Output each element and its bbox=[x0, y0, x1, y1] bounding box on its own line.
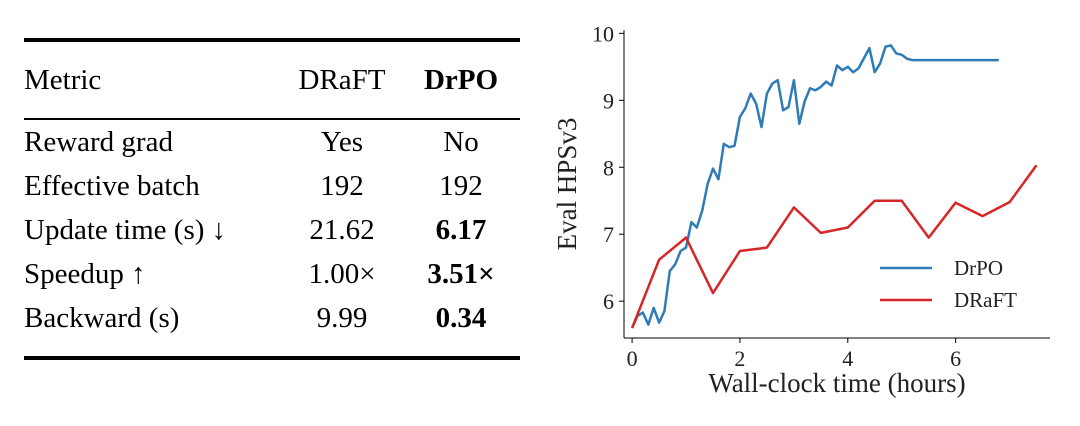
cell-metric: Effective batch bbox=[24, 169, 200, 202]
table-row: Update time (s) ↓ 21.62 6.17 bbox=[24, 208, 520, 252]
header-drpo: DrPO bbox=[423, 63, 499, 96]
y-axis-label: Eval HPSv3 bbox=[552, 118, 582, 251]
x-tick-label: 2 bbox=[734, 346, 745, 371]
cell-drpo: 0.34 bbox=[435, 301, 487, 334]
y-tick-label: 6 bbox=[603, 289, 614, 314]
cell-draft: 21.62 bbox=[309, 213, 375, 246]
cell-drpo: 192 bbox=[439, 169, 483, 202]
table-top-rule bbox=[24, 38, 520, 42]
table-header-row: Metric DRaFT DrPO bbox=[24, 42, 520, 118]
header-metric: Metric bbox=[24, 63, 102, 96]
x-tick-label: 0 bbox=[627, 346, 638, 371]
table-row: Speedup ↑ 1.00× 3.51× bbox=[24, 252, 520, 296]
x-axis-label: Wall-clock time (hours) bbox=[708, 368, 965, 398]
y-tick-label: 10 bbox=[592, 21, 614, 46]
cell-draft: 1.00× bbox=[308, 257, 376, 290]
cell-metric: Update time (s) ↓ bbox=[24, 213, 227, 246]
header-draft: DRaFT bbox=[298, 63, 386, 96]
x-tick-label: 4 bbox=[842, 346, 853, 371]
y-tick-label: 7 bbox=[603, 222, 614, 247]
cell-drpo: No bbox=[443, 125, 479, 158]
cell-draft: Yes bbox=[320, 125, 364, 158]
y-tick-label: 9 bbox=[603, 88, 614, 113]
x-tick-label: 6 bbox=[950, 346, 961, 371]
table-row: Backward (s) 9.99 0.34 bbox=[24, 296, 520, 356]
table-bottom-rule bbox=[24, 356, 520, 360]
cell-metric: Speedup ↑ bbox=[24, 257, 146, 290]
metrics-table: Metric DRaFT DrPO Reward grad Yes No Eff… bbox=[24, 42, 520, 356]
legend-label: DrPO bbox=[954, 256, 1003, 280]
y-tick-label: 8 bbox=[603, 155, 614, 180]
series-line-draft bbox=[630, 164, 1038, 329]
table-mid-rule bbox=[24, 118, 520, 120]
legend-label: DRaFT bbox=[954, 288, 1017, 312]
table-row: Effective batch 192 192 bbox=[24, 164, 520, 208]
cell-drpo: 6.17 bbox=[435, 213, 487, 246]
cell-metric: Backward (s) bbox=[24, 301, 180, 334]
series-line-drpo bbox=[630, 44, 999, 329]
cell-draft: 192 bbox=[320, 169, 364, 202]
table-row: Reward grad Yes No bbox=[24, 120, 520, 164]
metrics-table-panel: Metric DRaFT DrPO Reward grad Yes No Eff… bbox=[24, 38, 520, 360]
cell-metric: Reward grad bbox=[24, 125, 173, 158]
cell-draft: 9.99 bbox=[316, 301, 368, 334]
cell-drpo: 3.51× bbox=[427, 257, 495, 290]
